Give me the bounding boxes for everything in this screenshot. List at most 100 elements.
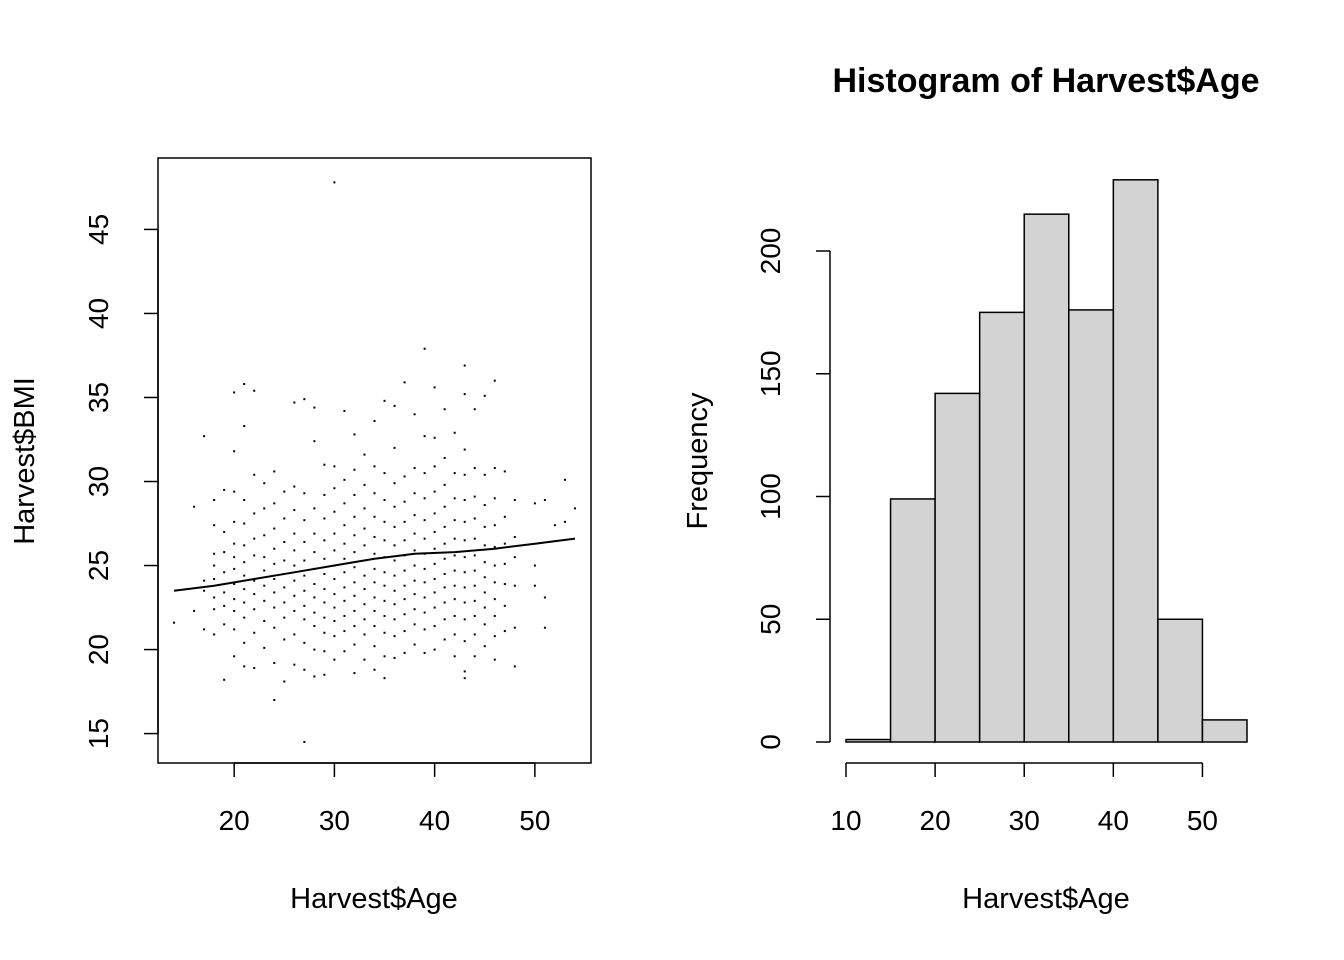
- scatter-y-tick-label: 25: [83, 550, 114, 581]
- scatter-point: [233, 542, 236, 545]
- scatter-point: [473, 408, 476, 411]
- histogram-x-tick-label: 30: [1009, 805, 1040, 836]
- scatter-point: [203, 435, 206, 438]
- scatter-point: [313, 406, 316, 409]
- scatter-point: [353, 581, 356, 584]
- scatter-point: [303, 519, 306, 522]
- histogram-y-axis: 0 50 100 150 200: [755, 228, 831, 750]
- scatter-point: [343, 586, 346, 589]
- scatter-point: [293, 594, 296, 597]
- scatter-point: [283, 490, 286, 493]
- scatter-point: [463, 640, 466, 643]
- scatter-point: [443, 456, 446, 459]
- scatter-point: [323, 539, 326, 542]
- scatter-point: [233, 490, 236, 493]
- scatter-point: [313, 625, 316, 628]
- scatter-point: [343, 542, 346, 545]
- scatter-point: [513, 556, 516, 559]
- histogram-title: Histogram of Harvest$Age: [832, 62, 1259, 100]
- scatter-point: [363, 633, 366, 636]
- scatter-point: [473, 495, 476, 498]
- scatter-point: [473, 554, 476, 557]
- scatter-point: [543, 498, 546, 501]
- scatter-point: [443, 557, 446, 560]
- scatter-point: [393, 544, 396, 547]
- histogram-bar: [1201, 719, 1248, 743]
- scatter-point: [253, 608, 256, 611]
- scatter-point: [473, 599, 476, 602]
- scatter-point: [333, 606, 336, 609]
- scatter-point: [383, 677, 386, 680]
- scatter-point: [333, 532, 336, 535]
- scatter-point: [513, 498, 516, 501]
- histogram-y-axis-title: Frequency: [682, 392, 714, 530]
- scatter-points: [173, 181, 576, 743]
- scatter-point: [383, 584, 386, 587]
- histogram-y-tick-label: 50: [755, 604, 786, 635]
- scatter-point: [403, 584, 406, 587]
- scatter-x-axis-title: Harvest$Age: [290, 883, 458, 915]
- scatter-point: [243, 425, 246, 428]
- scatter-point: [453, 537, 456, 540]
- scatter-point: [433, 490, 436, 493]
- scatter-point: [263, 584, 266, 587]
- scatter-point: [483, 645, 486, 648]
- scatter-point: [373, 492, 376, 495]
- scatter-point: [303, 604, 306, 607]
- scatter-y-tick-label: 40: [83, 298, 114, 329]
- scatter-point: [363, 588, 366, 591]
- scatter-point: [403, 651, 406, 654]
- scatter-point: [293, 609, 296, 612]
- scatter-point: [243, 616, 246, 619]
- scatter-point: [373, 609, 376, 612]
- scatter-point: [353, 609, 356, 612]
- histogram-bar: [889, 498, 936, 743]
- scatter-point: [213, 498, 216, 501]
- scatter-point: [293, 549, 296, 552]
- scatter-point: [423, 435, 426, 438]
- scatter-point: [213, 633, 216, 636]
- scatter-point: [513, 535, 516, 538]
- scatter-point: [333, 658, 336, 661]
- scatter-point: [363, 453, 366, 456]
- scatter-point: [353, 551, 356, 554]
- scatter-point: [403, 381, 406, 384]
- scatter-point: [543, 626, 546, 629]
- histogram-x-axis: 10 20 30 40 50: [830, 762, 1218, 836]
- scatter-point: [543, 596, 546, 599]
- scatter-point: [493, 379, 496, 382]
- scatter-point: [283, 601, 286, 604]
- scatter-point: [503, 515, 506, 518]
- scatter-point: [503, 630, 506, 633]
- scatter-point: [373, 515, 376, 518]
- scatter-point: [493, 658, 496, 661]
- scatter-point: [473, 655, 476, 658]
- scatter-point: [313, 440, 316, 443]
- scatter-point: [463, 670, 466, 673]
- scatter-point: [493, 564, 496, 567]
- scatter-point: [413, 623, 416, 626]
- scatter-point: [343, 571, 346, 574]
- scatter-point: [473, 569, 476, 572]
- scatter-point: [503, 562, 506, 565]
- scatter-point: [293, 509, 296, 512]
- scatter-point: [473, 614, 476, 617]
- scatter-panel: 20 30 40 50 15 20 25 30 35 40 45 Harvest$Age Harv…: [9, 157, 592, 915]
- scatter-point: [453, 472, 456, 475]
- scatter-point: [393, 525, 396, 528]
- scatter-point: [533, 584, 536, 587]
- scatter-point: [383, 539, 386, 542]
- scatter-point: [263, 646, 266, 649]
- scatter-point: [423, 567, 426, 570]
- scatter-point: [273, 562, 276, 565]
- scatter-point: [383, 472, 386, 475]
- scatter-point: [433, 386, 436, 389]
- scatter-point: [323, 517, 326, 520]
- scatter-point: [443, 525, 446, 528]
- scatter-point: [323, 493, 326, 496]
- scatter-point: [203, 628, 206, 631]
- scatter-point: [273, 591, 276, 594]
- scatter-point: [373, 645, 376, 648]
- scatter-point: [493, 581, 496, 584]
- scatter-point: [443, 601, 446, 604]
